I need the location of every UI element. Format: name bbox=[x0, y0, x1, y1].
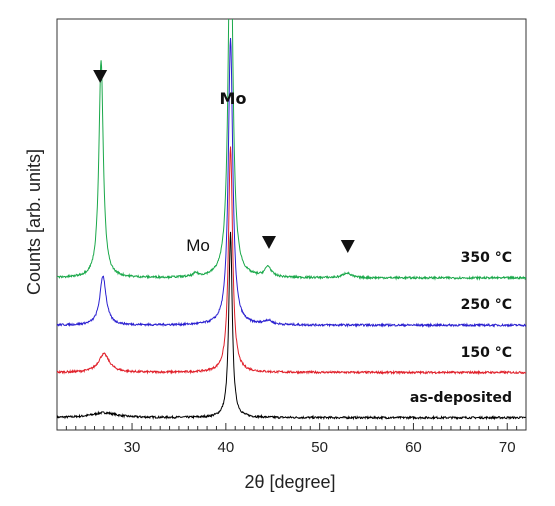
series-line-1 bbox=[57, 146, 526, 376]
x-tick-label: 60 bbox=[405, 439, 422, 456]
legend-label-350: 350 °C bbox=[461, 250, 512, 266]
series-line-3 bbox=[57, 19, 526, 281]
x-tick-label: 50 bbox=[311, 439, 328, 456]
peak-marker-triangle bbox=[93, 70, 108, 83]
peak-markers bbox=[93, 70, 355, 253]
x-tick-label: 30 bbox=[124, 439, 141, 456]
mo-label-top: Mo bbox=[220, 89, 247, 108]
x-tick-label: 70 bbox=[499, 439, 516, 456]
peak-marker-triangle bbox=[340, 240, 355, 253]
legend-label-150: 150 °C bbox=[461, 345, 512, 361]
x-axis-title: 2θ [degree] bbox=[244, 472, 335, 492]
series-group bbox=[57, 19, 526, 421]
y-axis-title: Counts [arb. units] bbox=[24, 149, 44, 295]
series-line-0 bbox=[57, 231, 526, 421]
mo-label-small: Mo bbox=[186, 236, 210, 255]
x-tick-label: 40 bbox=[217, 439, 234, 456]
peak-marker-triangle bbox=[261, 236, 276, 249]
x-ticks: 30 40 50 60 70 bbox=[56, 423, 527, 456]
legend-label-as-deposited: as-deposited bbox=[410, 390, 512, 406]
plot-frame bbox=[56, 18, 527, 431]
series-line-2 bbox=[57, 37, 526, 329]
legend-label-250: 250 °C bbox=[461, 297, 512, 313]
